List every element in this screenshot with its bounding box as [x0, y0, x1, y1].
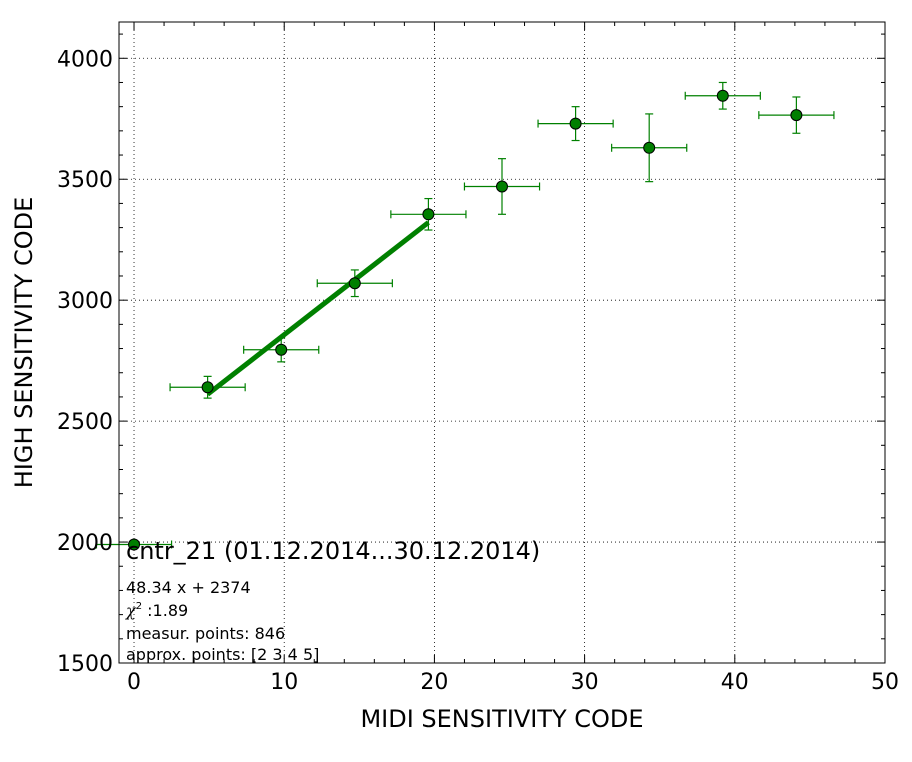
data-point [128, 538, 141, 551]
x-tick-label: 20 [420, 670, 448, 695]
y-tick-label: 3000 [57, 289, 113, 314]
y-tick-label: 2000 [57, 531, 113, 556]
y-tick-label: 3500 [57, 168, 113, 193]
x-tick-label: 10 [270, 670, 298, 695]
annotation-title: cntr_21 (01.12.2014...30.12.2014) [126, 537, 540, 565]
x-tick-label: 0 [127, 670, 141, 695]
x-tick-label: 50 [871, 670, 899, 695]
chi-symbol: χ [125, 601, 137, 620]
x-axis-label: MIDI SENSITIVITY CODE [360, 705, 643, 733]
marker-layer [128, 89, 803, 551]
data-point [569, 117, 582, 130]
data-point [275, 343, 288, 356]
annotation-measur-points: measur. points: 846 [126, 624, 285, 643]
data-point [422, 208, 435, 221]
data-point [348, 277, 361, 290]
data-point [643, 141, 656, 154]
y-tick-label: 4000 [57, 47, 113, 72]
ticklabel-layer: 0 10 20 30 40 50 1500 2000 2500 3000 3500 4000 [57, 47, 899, 695]
data-point [716, 89, 729, 102]
annotation-equation: 48.34 x + 2374 [126, 578, 251, 597]
chi-value: :1.89 [142, 601, 188, 620]
fit-annotation: cntr_21 (01.12.2014...30.12.2014) 48.34 … [125, 537, 540, 664]
fit-line [206, 220, 430, 397]
x-tick-label: 30 [571, 670, 599, 695]
x-tick-label: 40 [721, 670, 749, 695]
y-axis-label: HIGH SENSITIVITY CODE [10, 197, 38, 489]
tick-layer [119, 22, 886, 664]
annotation-chi-squared: χ2 :1.89 [125, 601, 188, 620]
plot-frame [118, 21, 886, 664]
y-tick-label: 2500 [57, 410, 113, 435]
data-point [201, 381, 214, 394]
chi-superscript: 2 [136, 601, 142, 612]
y-tick-label: 1500 [57, 652, 113, 677]
data-point [790, 109, 803, 122]
annotation-approx-points: approx. points: [2 3 4 5] [126, 645, 319, 664]
fit-layer [206, 220, 430, 397]
data-point [496, 180, 508, 193]
